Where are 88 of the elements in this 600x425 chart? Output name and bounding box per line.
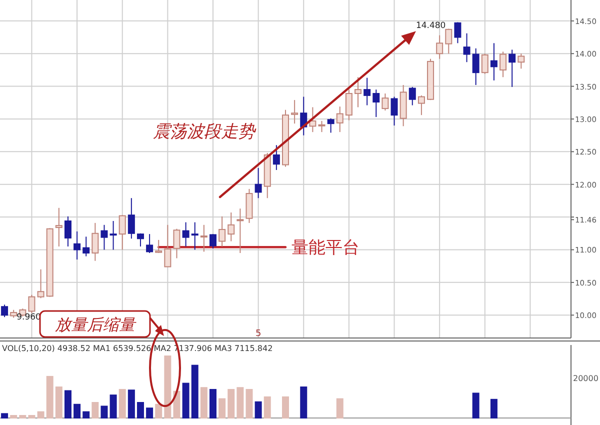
bar [246,388,253,418]
bar [336,398,344,418]
candlestick [182,222,190,247]
bar [228,388,235,418]
bar [110,394,117,418]
candlestick [500,51,507,78]
candlestick [64,216,72,247]
bar [10,415,18,418]
bar [236,387,244,418]
bar [64,390,72,418]
bar [191,364,198,418]
bar [282,396,289,418]
candlestick [364,77,371,106]
candlestick [291,100,298,124]
bar [155,404,162,418]
annotation: 放量后缩量 [55,315,137,334]
candlestick [164,224,172,268]
bar [128,390,135,418]
candlestick [490,42,498,81]
candlestick [481,53,488,74]
candlestick [508,49,516,88]
candlestick [28,294,36,314]
bar [92,402,99,418]
candlestick [55,207,62,247]
candlestick [445,28,452,54]
candlestick [354,76,362,108]
bar [19,415,26,418]
candlestick [218,216,226,247]
bar [1,413,8,418]
candlestick [254,168,262,199]
bar [472,392,480,418]
candlestick [37,268,44,299]
candlestick [209,234,216,249]
candlestick [191,222,198,250]
bar [136,402,144,418]
bar [490,398,498,418]
candlestick [336,106,344,133]
bar [74,404,81,418]
candlestick [463,32,470,63]
candlestick [327,118,334,134]
series-label: 量能平台 [292,238,360,258]
candlestick [1,304,8,318]
bar [100,406,108,418]
candlestick [74,230,81,260]
bar [264,396,271,418]
candlestick [372,89,380,118]
bar [55,386,62,418]
candlestick [418,94,425,116]
bar [254,401,262,418]
bar [218,398,226,418]
candlestick [454,22,462,44]
candlestick [408,86,416,106]
candlestick [118,214,126,250]
bar [46,376,54,418]
candlestick [390,96,398,126]
candlestick [200,224,208,252]
candlestick [155,239,162,254]
candlestick [173,228,180,259]
bar [209,388,216,418]
candlestick [146,234,154,254]
candlestick [100,224,108,250]
bar [164,356,172,418]
annotation: 14.480 [416,21,446,32]
candlestick [272,144,280,170]
candlestick [228,212,235,242]
bar [146,408,154,418]
candlestick [128,198,135,240]
candlestick [318,120,326,133]
candlestick [236,208,244,254]
bar [37,411,44,418]
bar [200,387,208,418]
candlestick [110,220,117,250]
candlestick [472,48,480,86]
candlestick [345,89,352,121]
text: 20000 [573,374,598,383]
bar [118,388,126,418]
x-tick-label: 5 [255,329,262,339]
candlestick [382,92,389,111]
bar [28,415,36,418]
bar [300,386,308,418]
candlestick [82,236,90,257]
candlestick [92,222,99,262]
candlestick [436,34,444,60]
candlestick [518,53,525,70]
candlestick [136,232,144,247]
bar [182,382,190,418]
annotation: 震荡波段走势 [153,122,257,142]
bar [82,411,90,418]
